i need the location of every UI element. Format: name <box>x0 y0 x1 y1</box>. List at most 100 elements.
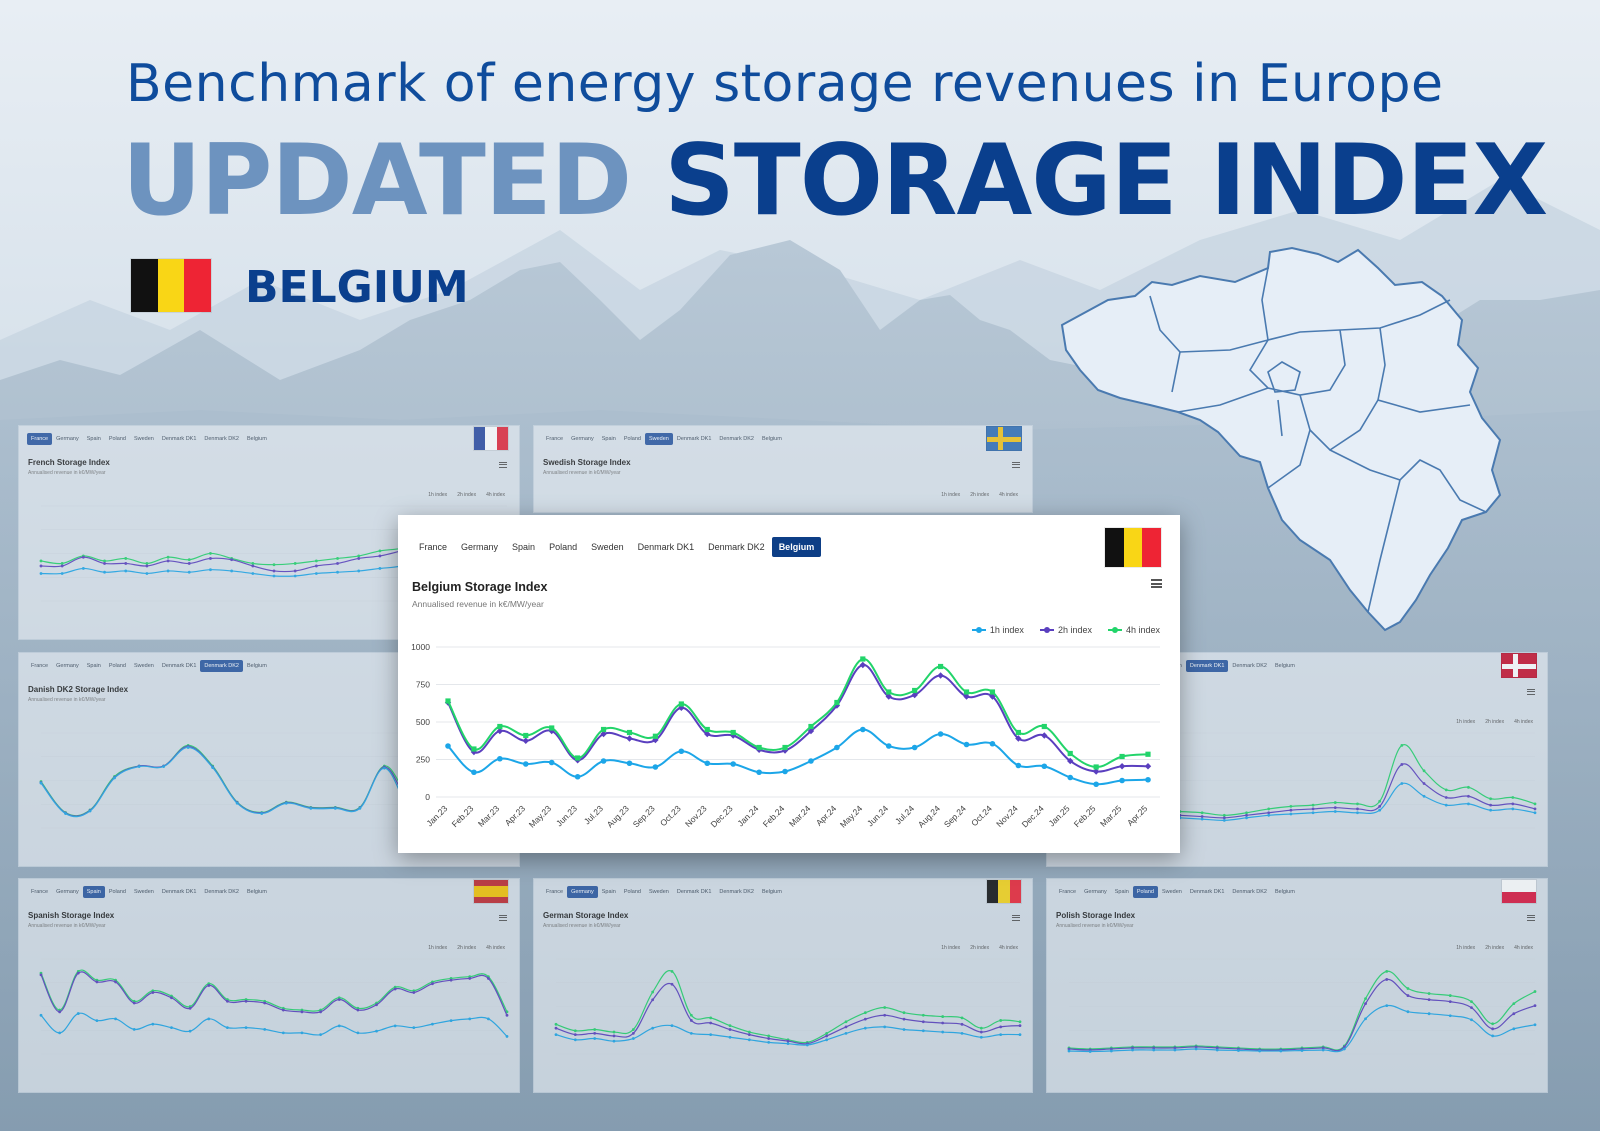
tab-denmark-dk2[interactable]: Denmark DK2 <box>708 542 765 552</box>
panel-menu-icon[interactable] <box>1012 462 1020 468</box>
data-point-2h-index[interactable] <box>652 736 659 744</box>
data-point-2h-index[interactable] <box>937 672 944 679</box>
tab-germany[interactable]: Germany <box>567 886 598 898</box>
data-point-2h-index[interactable] <box>833 702 841 709</box>
data-point-1h-index[interactable] <box>678 748 685 755</box>
data-point-1h-index[interactable] <box>782 768 788 775</box>
tab-belgium[interactable]: Belgium <box>246 436 267 442</box>
data-point-4h-index[interactable] <box>1145 751 1151 757</box>
data-point-1h-index[interactable] <box>1119 777 1125 784</box>
data-point-4h-index[interactable] <box>575 755 581 761</box>
tab-sweden[interactable]: Sweden <box>133 889 154 895</box>
data-point-1h-index[interactable] <box>1145 776 1151 783</box>
data-point-2h-index[interactable] <box>1118 763 1126 770</box>
data-point-2h-index[interactable] <box>1092 768 1100 775</box>
tab-germany[interactable]: Germany <box>1084 889 1107 895</box>
tab-poland[interactable]: Poland <box>108 663 126 669</box>
data-point-4h-index[interactable] <box>989 689 996 695</box>
tab-poland[interactable]: Poland <box>108 436 126 442</box>
tab-france[interactable]: France <box>27 433 53 445</box>
data-point-2h-index[interactable] <box>1144 763 1152 770</box>
tab-denmark-dk1[interactable]: Denmark DK1 <box>637 542 695 552</box>
data-point-2h-index[interactable] <box>626 735 633 742</box>
data-point-4h-index[interactable] <box>1093 764 1099 770</box>
data-point-1h-index[interactable] <box>626 760 633 767</box>
tab-spain[interactable]: Spain <box>1114 889 1129 895</box>
tab-france[interactable]: France <box>31 663 49 669</box>
tab-denmark-dk2[interactable]: Denmark DK2 <box>204 889 239 895</box>
tab-germany[interactable]: Germany <box>461 542 499 552</box>
tab-denmark-dk1[interactable]: Denmark DK1 <box>161 889 197 895</box>
tab-spain[interactable]: Spain <box>601 436 616 442</box>
data-point-1h-index[interactable] <box>1041 763 1048 770</box>
data-point-1h-index[interactable] <box>704 760 711 767</box>
data-point-2h-index[interactable] <box>911 691 918 699</box>
tab-spain[interactable]: Spain <box>512 542 536 552</box>
data-point-4h-index[interactable] <box>1067 750 1073 757</box>
tab-poland[interactable]: Poland <box>623 889 641 895</box>
data-point-1h-index[interactable] <box>652 764 659 770</box>
data-point-4h-index[interactable] <box>963 689 970 695</box>
tab-spain[interactable]: Spain <box>86 436 101 442</box>
tab-germany[interactable]: Germany <box>56 436 79 442</box>
tab-denmark-dk1[interactable]: Denmark DK1 <box>1189 889 1225 895</box>
data-point-4h-index[interactable] <box>1041 723 1047 730</box>
data-point-4h-index[interactable] <box>497 723 503 730</box>
data-point-4h-index[interactable] <box>808 723 814 730</box>
data-point-1h-index[interactable] <box>1093 781 1099 788</box>
data-point-2h-index[interactable] <box>496 727 504 735</box>
data-point-4h-index[interactable] <box>549 725 555 731</box>
tab-germany[interactable]: Germany <box>571 436 594 442</box>
tab-france[interactable]: France <box>1059 889 1077 895</box>
tab-belgium[interactable]: Belgium <box>1274 663 1295 669</box>
legend-item-2h[interactable]: 2h index <box>1039 625 1092 635</box>
tab-denmark-dk2[interactable]: Denmark DK2 <box>1232 663 1267 669</box>
tab-sweden[interactable]: Sweden <box>133 663 154 669</box>
tab-belgium[interactable]: Belgium <box>771 537 822 557</box>
chart-menu-icon[interactable] <box>1151 579 1162 588</box>
data-point-1h-index[interactable] <box>730 761 736 767</box>
tab-poland[interactable]: Poland <box>623 436 641 442</box>
tab-denmark-dk2[interactable]: Denmark DK2 <box>200 660 243 672</box>
tab-denmark-dk2[interactable]: Denmark DK2 <box>719 889 754 895</box>
data-point-1h-index[interactable] <box>937 731 944 737</box>
data-point-4h-index[interactable] <box>782 744 788 751</box>
tab-france[interactable]: France <box>31 889 49 895</box>
data-point-4h-index[interactable] <box>471 746 477 752</box>
data-point-4h-index[interactable] <box>730 729 736 736</box>
data-point-4h-index[interactable] <box>626 729 633 736</box>
data-point-2h-index[interactable] <box>963 693 970 700</box>
data-point-4h-index[interactable] <box>912 687 918 694</box>
data-point-2h-index[interactable] <box>1067 757 1074 765</box>
tab-germany[interactable]: Germany <box>56 889 79 895</box>
tab-france[interactable]: France <box>546 436 564 442</box>
tab-denmark-dk1[interactable]: Denmark DK1 <box>161 663 197 669</box>
data-point-4h-index[interactable] <box>1015 729 1021 736</box>
data-point-1h-index[interactable] <box>1067 774 1074 781</box>
data-point-2h-index[interactable] <box>522 737 529 744</box>
panel-menu-icon[interactable] <box>1527 915 1535 921</box>
tab-germany[interactable]: Germany <box>56 663 79 669</box>
tab-denmark-dk2[interactable]: Denmark DK2 <box>1232 889 1267 895</box>
data-point-4h-index[interactable] <box>834 699 840 706</box>
panel-menu-icon[interactable] <box>1012 915 1020 921</box>
data-point-4h-index[interactable] <box>704 726 710 733</box>
data-point-4h-index[interactable] <box>886 689 892 695</box>
tab-denmark-dk1[interactable]: Denmark DK1 <box>676 889 712 895</box>
tab-belgium[interactable]: Belgium <box>761 436 782 442</box>
tab-sweden[interactable]: Sweden <box>648 889 669 895</box>
data-point-1h-index[interactable] <box>445 743 451 749</box>
tab-denmark-dk1[interactable]: Denmark DK1 <box>1185 660 1229 672</box>
tab-spain[interactable]: Spain <box>86 663 101 669</box>
tab-denmark-dk2[interactable]: Denmark DK2 <box>204 436 239 442</box>
data-point-1h-index[interactable] <box>834 744 840 751</box>
tab-poland[interactable]: Poland <box>1132 886 1158 898</box>
data-point-1h-index[interactable] <box>756 769 762 776</box>
tab-sweden[interactable]: Sweden <box>1161 889 1182 895</box>
tab-sweden[interactable]: Sweden <box>644 433 673 445</box>
tab-sweden[interactable]: Sweden <box>591 542 624 552</box>
panel-menu-icon[interactable] <box>499 462 507 468</box>
data-point-4h-index[interactable] <box>1119 753 1125 760</box>
tab-spain[interactable]: Spain <box>601 889 616 895</box>
legend-item-4h[interactable]: 4h index <box>1107 625 1160 635</box>
